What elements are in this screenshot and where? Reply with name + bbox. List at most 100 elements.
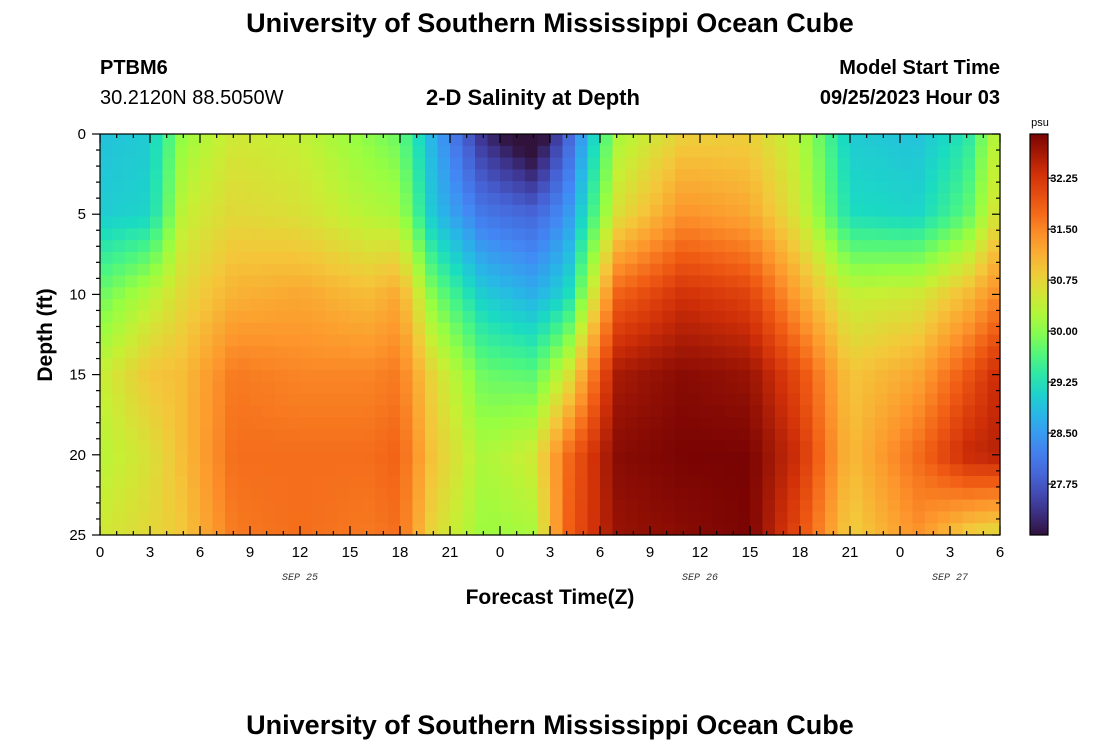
x-tick-label: 3	[146, 544, 154, 561]
heatmap-cell	[250, 499, 264, 513]
heatmap-cell	[137, 487, 151, 501]
heatmap-cell	[525, 405, 539, 418]
heatmap-cell	[600, 275, 614, 288]
heatmap-cell	[525, 169, 539, 182]
heatmap-cell	[350, 251, 364, 265]
heatmap-cell	[425, 169, 439, 182]
heatmap-cell	[487, 452, 501, 465]
heatmap-cell	[912, 228, 926, 241]
heatmap-cell	[425, 405, 439, 418]
heatmap-cell	[562, 145, 576, 159]
heatmap-cell	[412, 287, 426, 300]
heatmap-cell	[737, 275, 751, 288]
heatmap-cell	[637, 287, 651, 300]
heatmap-cell	[775, 511, 789, 524]
heatmap-cell	[512, 310, 526, 324]
heatmap-cell	[287, 523, 301, 536]
heatmap-cell	[375, 275, 389, 288]
heatmap-cell	[650, 181, 664, 194]
heatmap-cell	[175, 381, 189, 395]
heatmap-cell	[937, 299, 951, 312]
heatmap-cell	[525, 204, 539, 218]
heatmap-cell	[212, 511, 226, 524]
heatmap-cell	[362, 240, 376, 253]
heatmap-cell	[100, 322, 114, 336]
heatmap-cell	[437, 228, 451, 241]
y-tick-label: 0	[78, 126, 86, 143]
heatmap-cell	[562, 381, 576, 395]
heatmap-cell	[562, 310, 576, 324]
heatmap-cell	[100, 417, 114, 430]
heatmap-cell	[237, 251, 251, 265]
heatmap-cell	[587, 181, 601, 194]
heatmap-cell	[925, 169, 939, 182]
heatmap-cell	[912, 405, 926, 418]
heatmap-cell	[425, 145, 439, 159]
heatmap-cell	[925, 145, 939, 159]
heatmap-cell	[337, 499, 351, 513]
heatmap-cell	[100, 346, 114, 359]
heatmap-cell	[700, 358, 714, 371]
heatmap-cell	[475, 440, 489, 454]
heatmap-cell	[525, 263, 539, 277]
heatmap-cell	[612, 322, 626, 336]
heatmap-cell	[900, 299, 914, 312]
heatmap-cell	[287, 145, 301, 159]
heatmap-cell	[162, 240, 176, 253]
heatmap-cell	[287, 263, 301, 277]
heatmap-cell	[225, 275, 239, 288]
heatmap-cell	[512, 299, 526, 312]
heatmap-cell	[937, 393, 951, 406]
heatmap-cell	[437, 204, 451, 218]
heatmap-cell	[275, 358, 289, 371]
heatmap-cell	[425, 287, 439, 300]
heatmap-cell	[137, 452, 151, 465]
heatmap-cell	[575, 417, 589, 430]
heatmap-cell	[600, 417, 614, 430]
heatmap-cell	[825, 369, 839, 383]
heatmap-cell	[775, 299, 789, 312]
heatmap-cell	[675, 464, 689, 477]
heatmap-cell	[437, 145, 451, 159]
heatmap-cell	[212, 204, 226, 218]
heatmap-cell	[187, 334, 201, 347]
x-tick-label: 3	[546, 544, 554, 561]
heatmap-cell	[637, 310, 651, 324]
heatmap-cell	[575, 358, 589, 371]
heatmap-cell	[475, 263, 489, 277]
heatmap-cell	[625, 322, 639, 336]
heatmap-cell	[187, 358, 201, 371]
heatmap-cell	[537, 299, 551, 312]
heatmap-cell	[962, 181, 976, 194]
heatmap-cell	[325, 263, 339, 277]
heatmap-cell	[612, 134, 626, 147]
heatmap-cell	[275, 405, 289, 418]
heatmap-cell	[137, 287, 151, 300]
heatmap-cell	[450, 310, 464, 324]
heatmap-cell	[362, 393, 376, 406]
heatmap-cell	[475, 405, 489, 418]
heatmap-cell	[100, 310, 114, 324]
heatmap-cell	[112, 405, 126, 418]
heatmap-cell	[225, 322, 239, 336]
heatmap-cell	[637, 452, 651, 465]
heatmap-cell	[387, 381, 401, 395]
heatmap-cell	[762, 476, 776, 489]
heatmap-cell	[537, 169, 551, 182]
heatmap-cell	[925, 499, 939, 513]
heatmap-cell	[725, 204, 739, 218]
heatmap-cell	[237, 287, 251, 300]
heatmap-cell	[975, 428, 989, 442]
heatmap-cell	[962, 310, 976, 324]
heatmap-cell	[437, 417, 451, 430]
heatmap-cell	[350, 263, 364, 277]
heatmap-cell	[237, 310, 251, 324]
heatmap-cell	[900, 346, 914, 359]
heatmap-cell	[700, 523, 714, 536]
heatmap-cell	[325, 240, 339, 253]
heatmap-cell	[150, 263, 164, 277]
heatmap-cell	[525, 322, 539, 336]
heatmap-cell	[200, 322, 214, 336]
heatmap-cell	[537, 452, 551, 465]
heatmap-cell	[487, 145, 501, 159]
